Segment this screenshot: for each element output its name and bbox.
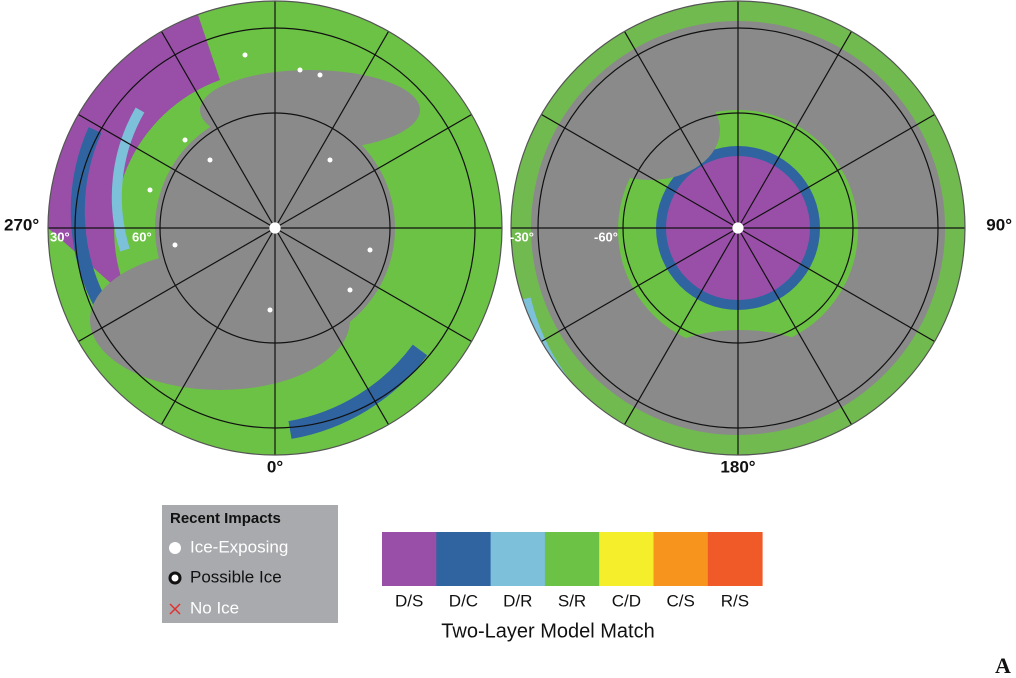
- impact-dot: [327, 157, 333, 163]
- meridian: [737, 31, 853, 229]
- meridian: [78, 227, 276, 343]
- meridian: [737, 227, 853, 425]
- meridian: [623, 227, 739, 425]
- colorbar-swatch: [544, 532, 600, 586]
- impact-dot: [147, 187, 153, 193]
- ice-exposing-symbol: [169, 542, 181, 554]
- gray-terrain: [580, 80, 720, 180]
- impact-dot: [267, 307, 273, 313]
- colorbar-label: C/S: [666, 591, 694, 610]
- gray-terrain: [90, 250, 350, 390]
- meridian: [737, 227, 935, 343]
- meridian: [274, 31, 390, 229]
- no-ice-symbol: [169, 603, 181, 615]
- ring-label: 60°: [132, 229, 152, 244]
- meridian: [274, 113, 472, 229]
- graticule: [510, 0, 966, 456]
- meridian: [737, 113, 935, 229]
- colorbar-swatch: [599, 532, 654, 586]
- meridian: [160, 31, 276, 229]
- colorbar-label: S/R: [558, 591, 586, 610]
- colorbar-swatch: [707, 532, 763, 586]
- meridian: [541, 227, 739, 343]
- axis-label: 0°: [267, 457, 283, 476]
- meridian: [623, 31, 739, 229]
- impact-dot: [297, 67, 303, 73]
- colorbar-label: C/D: [612, 591, 641, 610]
- colorbar-swatch: [436, 532, 492, 586]
- meridian: [160, 227, 276, 425]
- colorbar-label: D/C: [449, 591, 478, 610]
- gray-terrain: [200, 70, 420, 150]
- axis-label: 270°: [4, 215, 39, 234]
- maps: [47, 0, 966, 456]
- meridian: [274, 227, 472, 343]
- ring-label: -60°: [594, 229, 618, 244]
- graticule: [47, 0, 503, 456]
- impact-dot: [207, 157, 213, 163]
- meridian: [78, 113, 276, 229]
- rim: [510, 0, 966, 456]
- ring-label: 30°: [50, 229, 70, 244]
- impact-legend-item: Possible Ice: [190, 567, 282, 586]
- impact-legend-item: Ice-Exposing: [190, 537, 288, 556]
- ring-label: -30°: [510, 229, 534, 244]
- axis-label: 180°: [720, 457, 755, 476]
- impact-dot: [317, 72, 323, 78]
- colorbar-swatch: [490, 532, 546, 586]
- impact-dot: [367, 247, 373, 253]
- pole: [269, 222, 281, 234]
- colorbar-label: R/S: [721, 591, 749, 610]
- impact-legend-item: No Ice: [190, 598, 239, 617]
- colorbar-title: Two-Layer Model Match: [441, 620, 654, 642]
- colorbar: D/S D/C D/R S/R C/D C/S R/S: [382, 532, 763, 610]
- axis-label: 90°: [986, 215, 1012, 234]
- impact-legend-box: [162, 505, 338, 623]
- colorbar-label: D/S: [395, 591, 423, 610]
- impact-dot: [182, 137, 188, 143]
- gray-terrain: [650, 330, 830, 410]
- possible-ice-symbol: [168, 571, 182, 585]
- ice-band: [288, 344, 428, 439]
- impact-dot: [172, 242, 178, 248]
- ice-band: [48, 15, 220, 300]
- meridian: [274, 227, 390, 425]
- rim: [47, 0, 503, 456]
- colorbar-swatch: [382, 532, 437, 586]
- colorbar-label: D/R: [503, 591, 532, 610]
- impact-dot: [242, 52, 248, 58]
- pole: [732, 222, 744, 234]
- impact-legend-title: Recent Impacts: [170, 510, 281, 527]
- ice-band: [111, 107, 145, 252]
- colorbar-swatch: [653, 532, 709, 586]
- meridian: [541, 113, 739, 229]
- impact-dot: [347, 287, 353, 293]
- panel-label: A: [995, 653, 1011, 678]
